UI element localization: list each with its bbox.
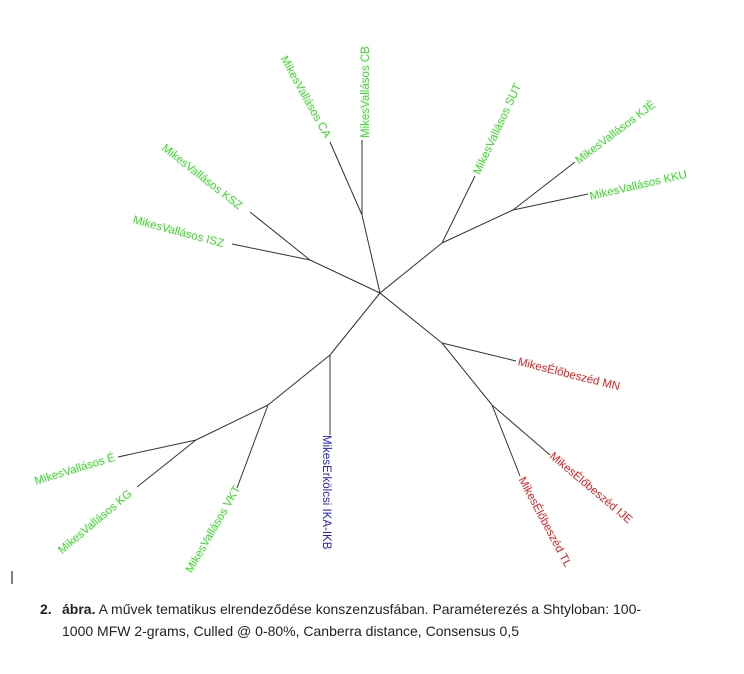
- leaf-label: MikesÉlőbeszéd MN: [517, 355, 622, 393]
- caption-text: 1000 MFW 2-grams, Culled @ 0-80%, Canber…: [62, 623, 519, 639]
- leaf-label: MikesVallásos KJÉ: [573, 98, 658, 167]
- leaf-label: MikesErkölcsi IKA-IKB: [320, 435, 332, 550]
- caption-text: A művek tematikus elrendeződése konszenz…: [98, 601, 642, 617]
- leaf-label: MikesÉlőbeszéd TL: [516, 475, 575, 570]
- leaf-label: MikesVallásos SUT: [472, 82, 525, 177]
- caption-line: 2. ábra. A művek tematikus elrendeződése …: [40, 598, 730, 620]
- figure-caption: 2. ábra. A művek tematikus elrendeződése …: [40, 598, 730, 642]
- leaf-label: MikesVallásos KKU: [589, 169, 689, 203]
- leaf-label: MikesVallásos VKT: [184, 484, 244, 575]
- leaf-label: MikesVallásos ISZ: [131, 214, 225, 250]
- leaf-label: MikesVallásos CB: [360, 46, 372, 138]
- tree-diagram: MikesVallásos CB MikesVallásos CA MikesVal…: [11, 46, 689, 584]
- leaf-label: MikesVallásos KG: [56, 488, 135, 557]
- leaf-label: MikesVallásos CA: [278, 54, 333, 140]
- caption-number: 2.: [40, 601, 52, 617]
- branches: [117, 140, 589, 489]
- leaf-label: MikesVallásos É: [33, 451, 117, 488]
- leaf-label: MikesÉlőbeszéd IJE: [547, 450, 635, 527]
- caption-label: ábra.: [62, 601, 96, 617]
- leaf-label: MikesVallásos KSZ: [159, 142, 244, 212]
